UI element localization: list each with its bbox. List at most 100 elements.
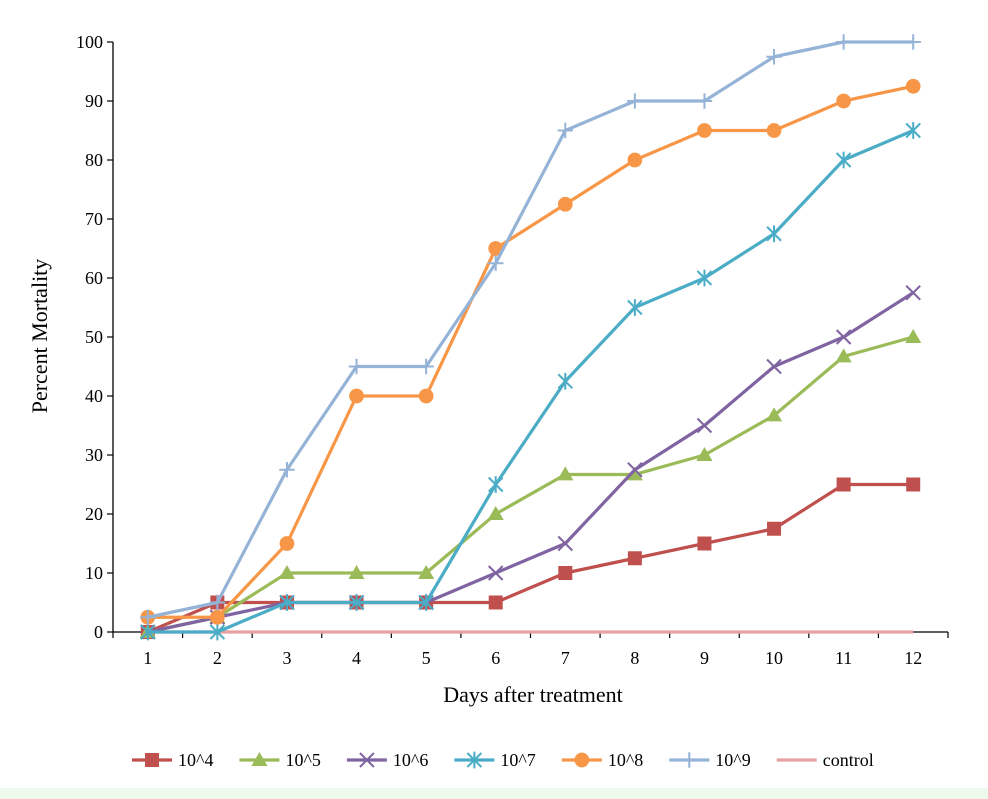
data-point-109 (418, 358, 434, 375)
y-tick-label: 0 (94, 622, 103, 642)
data-point-104 (906, 477, 921, 492)
data-point-107 (835, 151, 852, 169)
legend-marker (574, 752, 590, 768)
data-point-107 (418, 594, 434, 611)
data-point-108 (836, 93, 851, 109)
data-point-108 (279, 536, 295, 551)
legend-item-control: control (776, 750, 874, 770)
data-point-106 (766, 358, 782, 375)
data-point-105 (418, 564, 435, 579)
data-point-106 (488, 565, 504, 581)
data-point-108 (697, 123, 712, 138)
footer-band (0, 788, 988, 799)
data-point-104 (627, 551, 642, 566)
data-point-107 (488, 476, 504, 493)
x-tick-label: 4 (352, 648, 361, 668)
data-point-109 (348, 358, 365, 375)
x-tick-label: 3 (282, 648, 291, 668)
data-point-104 (767, 521, 782, 536)
series-line-106 (147, 291, 915, 634)
data-point-106 (835, 329, 852, 345)
data-point-105 (626, 466, 643, 481)
series-line-109 (147, 40, 914, 619)
data-point-107 (140, 623, 156, 641)
y-tick-label: 60 (85, 268, 103, 288)
data-point-107 (766, 225, 782, 243)
data-point-106 (557, 535, 573, 552)
legend-marker (681, 752, 697, 768)
data-point-108 (557, 196, 573, 212)
data-point-105 (348, 564, 365, 579)
data-point-105 (696, 446, 713, 461)
legend-label: 10^8 (608, 750, 643, 770)
series-105 (139, 328, 922, 638)
data-point-109 (766, 49, 782, 65)
data-point-106 (627, 462, 643, 478)
data-point-107 (905, 122, 921, 139)
data-point-107 (279, 594, 295, 611)
data-point-108 (418, 388, 434, 404)
y-tick-label: 40 (85, 386, 103, 406)
data-point-106 (696, 417, 713, 434)
series-line-107 (147, 129, 914, 634)
legend-item-108: 10^8 (561, 750, 643, 770)
data-point-109 (835, 34, 852, 50)
x-tick-label: 1 (143, 648, 152, 668)
legend-label: 10^7 (500, 750, 535, 770)
data-point-104 (836, 477, 851, 492)
series-109 (140, 34, 921, 625)
data-point-105 (557, 466, 574, 481)
legend-item-107: 10^7 (454, 750, 536, 770)
x-tick-label: 7 (561, 648, 570, 668)
x-axis-title: Days after treatment (443, 682, 623, 707)
x-tick-label: 2 (213, 648, 222, 668)
data-point-105 (487, 505, 504, 520)
series-108 (140, 78, 921, 625)
data-point-105 (835, 348, 852, 363)
legend-marker (145, 753, 159, 767)
series-107 (140, 122, 921, 641)
x-tick-label: 10 (765, 648, 783, 668)
y-tick-label: 10 (85, 563, 103, 583)
legend-label: control (823, 750, 874, 770)
data-point-107 (627, 299, 643, 316)
data-point-108 (766, 123, 782, 138)
data-point-105 (765, 407, 783, 422)
y-tick-label: 90 (85, 91, 103, 111)
legend-marker (466, 751, 483, 769)
data-point-108 (627, 152, 643, 168)
y-tick-label: 80 (85, 150, 103, 170)
series-line-105 (147, 335, 914, 634)
data-point-106 (905, 285, 921, 301)
legend-item-106: 10^6 (346, 750, 428, 770)
y-axis-title: Percent Mortality (27, 259, 52, 414)
data-point-109 (140, 609, 156, 625)
data-point-108 (488, 241, 504, 256)
data-point-105 (905, 328, 922, 343)
x-tick-label: 9 (700, 648, 709, 668)
legend-item-105: 10^5 (239, 750, 321, 770)
data-point-107 (696, 269, 713, 287)
data-point-104 (697, 536, 712, 551)
data-point-109 (696, 93, 713, 109)
legend-label: 10^4 (178, 750, 213, 770)
data-point-109 (488, 255, 504, 271)
y-tick-label: 100 (76, 32, 103, 52)
y-tick-label: 70 (85, 209, 103, 229)
axis-labels: Days after treatment Percent Mortality (27, 259, 623, 707)
data-point-109 (627, 93, 643, 109)
x-tick-label: 11 (835, 648, 852, 668)
data-point-109 (905, 34, 921, 50)
legend-item-104: 10^4 (132, 750, 213, 770)
data-point-105 (278, 564, 296, 579)
x-tick-label: 5 (422, 648, 431, 668)
legend-label: 10^5 (285, 750, 320, 770)
data-point-109 (557, 122, 573, 139)
x-tick-label: 8 (630, 648, 639, 668)
data-point-108 (905, 78, 921, 94)
y-tick-label: 20 (85, 504, 103, 524)
series-layer (139, 34, 922, 641)
data-point-107 (557, 372, 573, 390)
